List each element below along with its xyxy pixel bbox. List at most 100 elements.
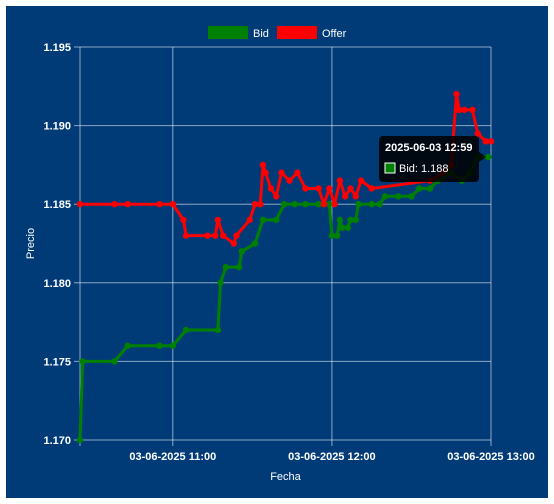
offer-point[interactable] <box>352 193 359 200</box>
offer-point[interactable] <box>347 185 354 192</box>
bid-point[interactable] <box>315 201 322 208</box>
offer-point[interactable] <box>368 185 375 192</box>
y-tick-label: 1.175 <box>43 356 71 368</box>
bid-point[interactable] <box>169 342 177 349</box>
series-bid <box>76 153 492 444</box>
bid-point[interactable] <box>485 153 492 161</box>
y-tick-label: 1.190 <box>43 121 71 133</box>
bid-point[interactable] <box>156 342 163 349</box>
grid <box>74 46 492 446</box>
bid-point[interactable] <box>214 326 222 334</box>
bid-point[interactable] <box>217 279 224 286</box>
x-axis-title: Fecha <box>270 471 301 483</box>
offer-point[interactable] <box>246 216 253 224</box>
legend-swatch-bid[interactable] <box>208 26 248 39</box>
tooltip-label: Bid: 1.188 <box>399 163 449 175</box>
offer-point[interactable] <box>273 193 280 200</box>
y-tick-label: 1.195 <box>43 42 71 54</box>
offer-point[interactable] <box>331 201 338 208</box>
bid-point[interactable] <box>355 201 362 208</box>
bid-point[interactable] <box>182 326 190 334</box>
bid-point[interactable] <box>259 216 267 224</box>
offer-point[interactable] <box>212 232 219 239</box>
y-tick-label: 1.185 <box>43 199 71 211</box>
bid-point[interactable] <box>339 224 346 231</box>
bid-point[interactable] <box>394 193 402 200</box>
offer-point[interactable] <box>169 201 177 208</box>
chart-panel: 1.170 1.175 1.180 1.185 1.190 1.195 03-06-202… <box>6 6 548 498</box>
bid-point[interactable] <box>302 201 309 208</box>
offer-point[interactable] <box>341 193 349 200</box>
bid-point[interactable] <box>408 193 415 200</box>
bid-point[interactable] <box>111 358 118 365</box>
offer-point[interactable] <box>111 201 118 208</box>
bid-point[interactable] <box>124 342 131 349</box>
bid-point[interactable] <box>426 185 434 192</box>
price-chart[interactable]: 1.170 1.175 1.180 1.185 1.190 1.195 03-06-202… <box>6 6 548 498</box>
y-axis-title: Precio <box>25 228 37 259</box>
offer-point[interactable] <box>214 216 222 224</box>
offer-point[interactable] <box>469 106 476 114</box>
offer-point[interactable] <box>156 201 163 208</box>
y-tick-label: 1.180 <box>43 278 71 290</box>
offer-point[interactable] <box>315 185 322 192</box>
legend-label-bid[interactable]: Bid <box>253 28 269 40</box>
bid-point[interactable] <box>235 263 243 271</box>
x-tick-label: 03-06-2025 11:00 <box>129 451 216 463</box>
offer-point[interactable] <box>326 185 333 192</box>
bid-point[interactable] <box>273 216 280 224</box>
bid-point[interactable] <box>326 201 333 208</box>
tooltip-title: 2025-06-03 12:59 <box>385 142 472 154</box>
bid-point[interactable] <box>416 185 423 192</box>
offer-point[interactable] <box>251 201 259 208</box>
x-tick-label: 03-06-2025 12:00 <box>288 451 375 463</box>
offer-point[interactable] <box>357 177 365 184</box>
tooltip: 2025-06-03 12:59 Bid: 1.188 <box>379 136 487 182</box>
offer-point[interactable] <box>286 177 293 184</box>
bid-point[interactable] <box>368 201 375 208</box>
bid-point[interactable] <box>328 232 336 239</box>
bid-point[interactable] <box>251 240 259 247</box>
bid-point[interactable] <box>280 201 288 208</box>
bid-line <box>78 155 489 441</box>
bid-point[interactable] <box>291 201 298 208</box>
bid-point[interactable] <box>376 201 383 208</box>
offer-point[interactable] <box>336 177 344 184</box>
bid-point[interactable] <box>344 224 352 231</box>
offer-point[interactable] <box>294 169 301 176</box>
offer-point[interactable] <box>204 232 211 239</box>
bid-point[interactable] <box>238 248 245 255</box>
offer-point[interactable] <box>233 232 240 239</box>
bid-point[interactable] <box>79 358 86 365</box>
offer-point[interactable] <box>461 106 468 114</box>
offer-point[interactable] <box>257 201 264 208</box>
offer-point[interactable] <box>453 90 460 98</box>
offer-point[interactable] <box>76 201 84 208</box>
offer-point[interactable] <box>259 161 267 169</box>
offer-point[interactable] <box>262 169 269 176</box>
bid-point[interactable] <box>352 216 359 224</box>
offer-point[interactable] <box>278 169 285 176</box>
tooltip-box <box>379 136 479 182</box>
legend-swatch-offer[interactable] <box>277 26 317 39</box>
bid-point[interactable] <box>336 216 344 224</box>
legend-label-offer[interactable]: Offer <box>322 28 347 40</box>
offer-point[interactable] <box>267 185 275 192</box>
bid-point[interactable] <box>334 232 341 239</box>
offer-point[interactable] <box>182 232 190 239</box>
offer-point[interactable] <box>219 232 227 239</box>
offer-point[interactable] <box>474 130 481 137</box>
offer-point[interactable] <box>487 138 495 145</box>
bid-point[interactable] <box>76 436 84 444</box>
offer-point[interactable] <box>455 106 463 114</box>
legend[interactable]: Bid Offer <box>208 26 347 40</box>
bid-point[interactable] <box>381 193 389 200</box>
bid-point[interactable] <box>347 216 354 224</box>
offer-point[interactable] <box>302 185 309 192</box>
offer-point[interactable] <box>180 216 187 224</box>
offer-point[interactable] <box>124 201 131 208</box>
offer-point[interactable] <box>320 201 328 208</box>
offer-point[interactable] <box>230 240 237 247</box>
bid-point[interactable] <box>222 263 230 271</box>
offer-point[interactable] <box>482 138 489 145</box>
